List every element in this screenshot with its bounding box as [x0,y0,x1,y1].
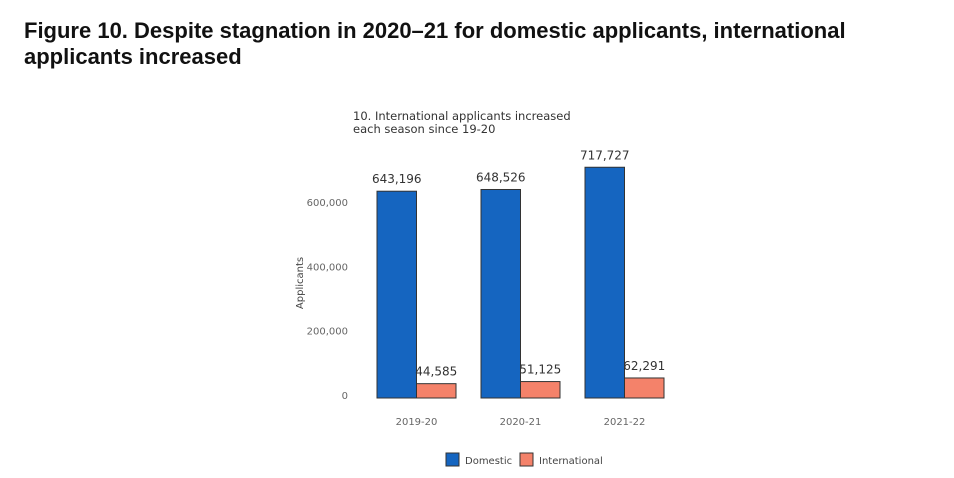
bar-domestic-2020-21 [480,188,521,399]
x-tick-label: 2021-22 [604,417,646,428]
bar-international-2019-20 [416,383,457,399]
bar-international-2021-22 [624,377,665,399]
y-axis-label: Applicants [295,257,306,309]
legend-label: Domestic [465,456,512,467]
x-tick-label: 2020-21 [500,417,542,428]
legend-item-international: International [519,452,603,467]
chart-subtitle-line: 10. International applicants increased [353,109,571,123]
data-label-international: 44,585 [415,365,457,379]
data-label-international: 62,291 [623,359,665,373]
bar-domestic-2021-22 [584,166,625,399]
data-label-domestic: 717,727 [580,148,630,162]
legend-swatch [519,452,534,467]
y-tick-label: 400,000 [307,262,348,273]
x-axis-ticks: 2019-20 2020-21 2021-22 [396,417,646,428]
y-tick-label: 600,000 [307,198,348,209]
bar-domestic-2019-20 [376,190,417,399]
data-label-domestic: 643,196 [372,172,422,186]
bars: 643,196 44,585 648,526 51,125 717,727 62,291 [372,148,665,399]
bar-international-2020-21 [520,381,561,399]
chart-subtitle-line: each season since 19-20 [353,122,495,136]
y-tick-label: 0 [342,391,348,402]
legend-swatch [445,452,460,467]
y-axis-ticks: 0 200,000 400,000 600,000 [307,198,348,402]
legend: Domestic International [445,452,603,467]
legend-item-domestic: Domestic [445,452,512,467]
data-label-domestic: 648,526 [476,170,526,184]
chart-subtitle: 10. International applicants increasedea… [353,109,571,136]
x-tick-label: 2019-20 [396,417,438,428]
data-label-international: 51,125 [519,363,561,377]
y-tick-label: 200,000 [307,327,348,338]
legend-label: International [539,456,603,467]
figure-title: Figure 10. Despite stagnation in 2020–21… [24,18,846,69]
